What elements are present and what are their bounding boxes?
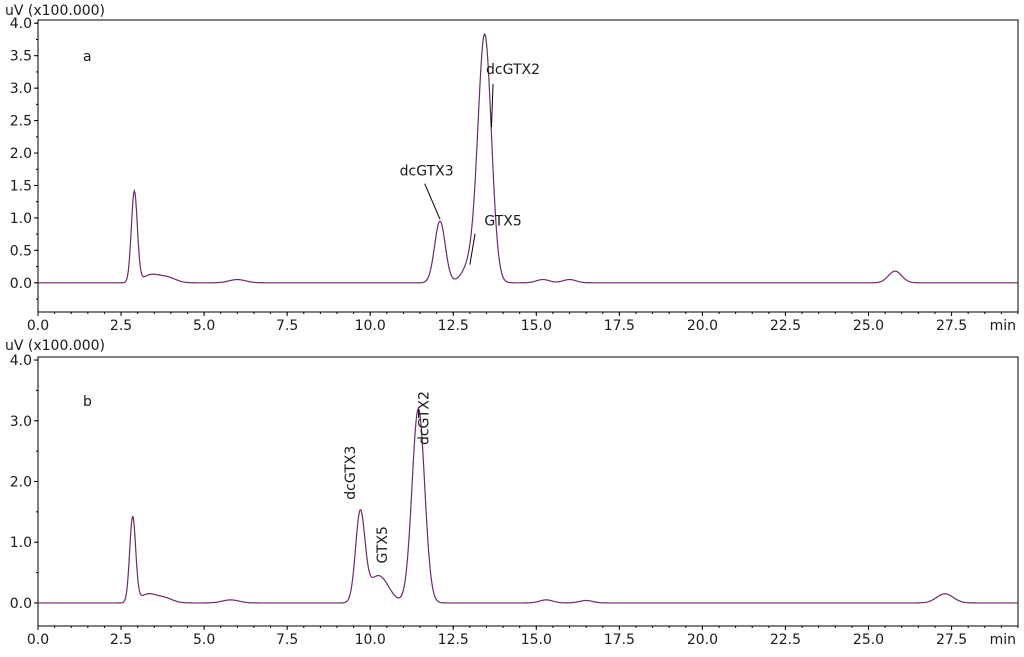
y-tick-label: 2.0 — [10, 474, 32, 490]
x-tick-label: 5.0 — [193, 318, 215, 334]
y-tick-label: 4.0 — [10, 16, 32, 32]
x-tick-label: 15.0 — [521, 318, 552, 334]
x-tick-label: 20.0 — [687, 318, 718, 334]
peak-label: dcGTX2 — [416, 391, 432, 445]
x-tick-label: 27.5 — [936, 632, 967, 648]
x-tick-label: 5.0 — [193, 632, 215, 648]
x-tick-label: 22.5 — [770, 318, 801, 334]
peak-label: GTX5 — [484, 214, 521, 230]
panel-label: b — [83, 394, 92, 410]
y-tick-label: 3.0 — [10, 81, 32, 97]
x-tick-label: 27.5 — [936, 318, 967, 334]
x-tick-label: 7.5 — [276, 632, 298, 648]
y-tick-label: 3.5 — [10, 49, 32, 65]
y-tick-label: 1.5 — [10, 178, 32, 194]
y-tick-label: 4.0 — [10, 353, 32, 369]
y-tick-label: 2.5 — [10, 114, 32, 130]
y-tick-label: 3.0 — [10, 414, 32, 430]
x-axis-label: min — [990, 632, 1016, 648]
x-axis-label: min — [990, 318, 1016, 334]
x-tick-label: 2.5 — [110, 318, 132, 334]
plot-frame — [37, 19, 1019, 313]
y-axis-label: uV (x100.000) — [5, 3, 105, 19]
x-tick-label: 12.5 — [438, 318, 469, 334]
leader-line — [424, 183, 441, 220]
x-tick-label: 15.0 — [521, 632, 552, 648]
peak-label: GTX5 — [375, 526, 391, 563]
x-tick-label: 0.0 — [27, 318, 49, 334]
y-tick-label: 1.0 — [10, 535, 32, 551]
x-tick-label: 7.5 — [276, 318, 298, 334]
x-tick-label: 0.0 — [27, 632, 49, 648]
x-tick-label: 10.0 — [355, 318, 386, 334]
leader-line — [469, 233, 476, 265]
y-axis-label: uV (x100.000) — [5, 338, 105, 354]
chromatogram-trace — [38, 408, 1018, 604]
chart-panel-b: uV (x100.000) 0.0 1.0 2.0 3.0 4.0 0.0 2.5 5.0 7.5… — [5, 338, 1019, 648]
peak-label: dcGTX3 — [400, 164, 454, 180]
leader-line — [490, 83, 494, 128]
x-tick-label: 2.5 — [110, 632, 132, 648]
peak-label: dcGTX3 — [343, 446, 359, 500]
panel-label: a — [83, 49, 92, 65]
x-tick-label: 20.0 — [687, 632, 718, 648]
peak-label: dcGTX2 — [486, 62, 540, 78]
x-tick-label: 12.5 — [438, 632, 469, 648]
x-tick-label: 25.0 — [853, 632, 884, 648]
x-tick-label: 10.0 — [355, 632, 386, 648]
y-tick-label: 0.0 — [10, 276, 32, 292]
y-tick-label: 0.0 — [10, 596, 32, 612]
chromatogram-trace — [38, 32, 1018, 284]
y-tick-label: 1.0 — [10, 211, 32, 227]
x-tick-label: 17.5 — [604, 318, 635, 334]
x-tick-label: 22.5 — [770, 632, 801, 648]
plot-frame — [37, 356, 1019, 627]
y-tick-label: 0.5 — [10, 243, 32, 259]
x-tick-label: 17.5 — [604, 632, 635, 648]
y-tick-label: 2.0 — [10, 146, 32, 162]
x-tick-label: 25.0 — [853, 318, 884, 334]
chart-panel-a: uV (x100.000) 0.0 0.5 1.0 1.5 2.0 2.5 3.0 3.5 4.0… — [5, 3, 1019, 334]
